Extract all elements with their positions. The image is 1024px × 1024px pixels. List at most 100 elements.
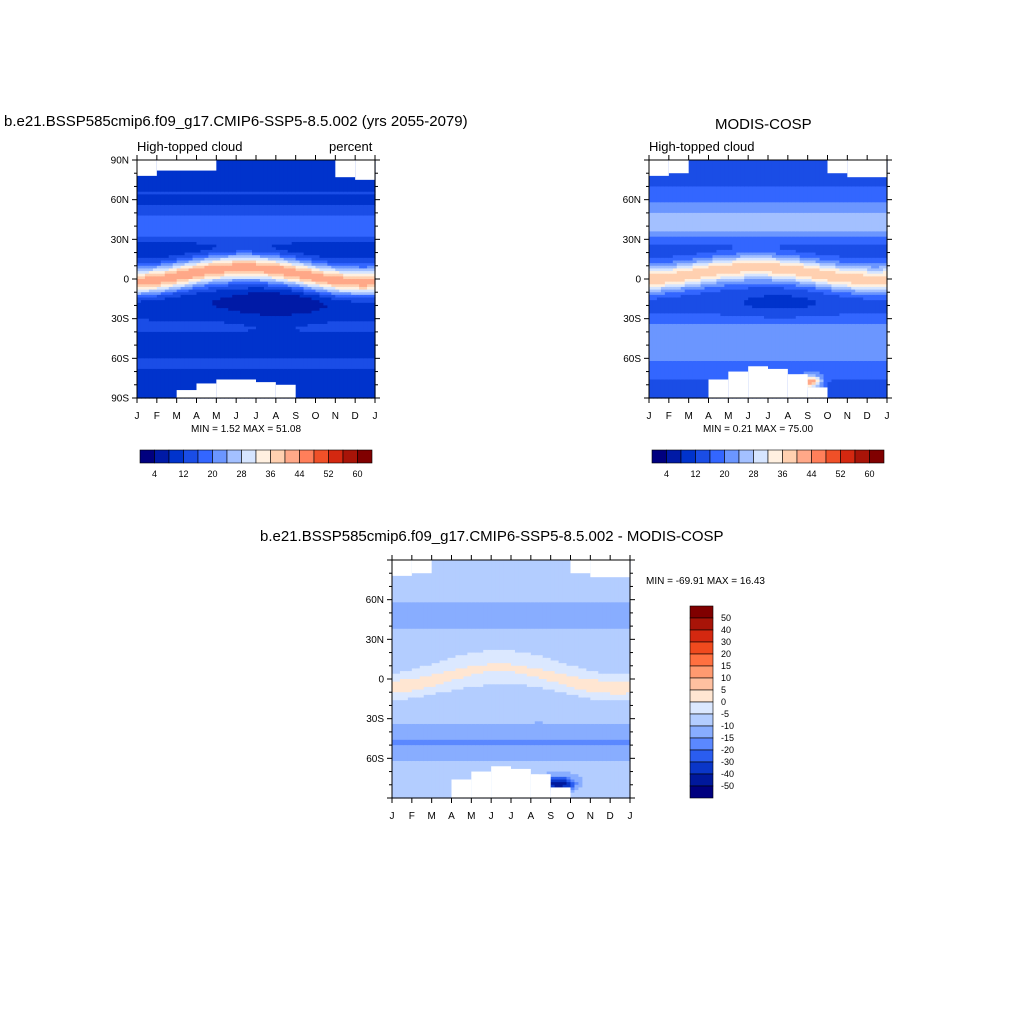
panel2-cell (660, 271, 666, 275)
panel2-cell (756, 263, 761, 272)
panel2-cell (768, 286, 773, 296)
panel2-cell (827, 231, 833, 238)
panel2-cell (716, 236, 721, 246)
panel2-cell (680, 186, 686, 203)
panel1-cell (355, 297, 360, 304)
panel2-cell (819, 231, 825, 238)
panel1-cell (283, 191, 289, 195)
panel2-cell (732, 260, 737, 264)
panel1-cell (339, 204, 344, 217)
panel3-cell (518, 652, 524, 667)
panel3-cell (427, 739, 433, 746)
panel1-cell (343, 358, 348, 370)
panel2-xtick-label: F (666, 411, 672, 422)
panel3-cell (558, 745, 564, 762)
panel2-cell (815, 360, 821, 373)
panel2-cell (855, 360, 860, 381)
panel3-cell (411, 760, 417, 799)
panel3-cell (518, 739, 524, 746)
panel1-cell (137, 284, 142, 288)
panel3-cell (578, 787, 583, 799)
panel1-cell (351, 194, 356, 206)
panel2-cell (819, 212, 825, 232)
panel2-cell (883, 212, 888, 232)
panel1-cell (228, 358, 233, 370)
panel1-cell (192, 279, 198, 283)
panel1-cell (172, 273, 178, 283)
panel3-cell (419, 665, 425, 677)
panel1-cell (192, 268, 198, 277)
panel3-cell (578, 760, 583, 778)
panel3-cell (602, 602, 607, 630)
panel1-cell (279, 316, 285, 359)
panel1-cell (252, 358, 257, 370)
panel3-cell (570, 628, 576, 667)
panel3-cell (586, 560, 591, 603)
panel1-cell (164, 294, 170, 299)
panel3-cell (518, 628, 524, 654)
panel2-cell (652, 212, 658, 232)
panel1-cell (371, 368, 376, 399)
panel2-cell (835, 268, 840, 275)
panel2-cell (847, 292, 852, 299)
panel1-cell (323, 160, 328, 193)
panel1-cell (184, 358, 190, 370)
panel2-cell (847, 202, 852, 214)
panel2-cell (839, 313, 844, 325)
panel1-cell (228, 284, 233, 291)
panel2-cell (815, 236, 821, 246)
panel3-cell (582, 668, 587, 680)
panel2-cell (811, 257, 817, 262)
panel1-cell (299, 326, 305, 333)
panel1-cell (200, 215, 206, 238)
panel3-cell (407, 745, 413, 762)
panel1-cell (359, 257, 364, 264)
panel1-cell (295, 358, 301, 370)
panel1-cell (275, 236, 281, 246)
panel2-cell (764, 284, 769, 288)
panel1-cell (335, 241, 340, 259)
panel2-cell (708, 284, 714, 288)
panel3-cell (590, 760, 595, 799)
panel1-cell (248, 236, 253, 251)
panel3-cell (614, 700, 619, 725)
panel1-cell (371, 279, 376, 285)
panel1-cell (172, 286, 178, 291)
panel1-missing-region (355, 160, 375, 180)
panel2-cell (764, 323, 769, 362)
panel1-cell (295, 204, 301, 217)
panel2-cell (811, 305, 817, 317)
panel1-cell (256, 260, 261, 264)
panel1-cell (351, 271, 356, 275)
panel1-cell (208, 265, 213, 275)
panel1-cell (323, 284, 328, 288)
panel1-cell (303, 297, 309, 314)
panel3-cell (558, 628, 564, 664)
panel1-cell (148, 294, 154, 299)
panel2-cell (871, 300, 876, 314)
panel1-cell (252, 252, 257, 256)
panel2-cell (736, 263, 741, 275)
panel1-cell (259, 215, 265, 238)
panel2-cell (883, 300, 888, 314)
panel3-cell (590, 692, 595, 701)
panel1-cell (331, 236, 336, 243)
panel2-cell (736, 202, 741, 214)
panel2-cell (807, 379, 813, 386)
panel3-cell (487, 671, 492, 685)
panel2-cell (680, 292, 686, 296)
panel1-cell (184, 194, 190, 206)
panel2-cell (764, 160, 769, 188)
panel1-cell (335, 368, 340, 399)
panel2-cell (684, 255, 690, 262)
panel1-cell (148, 215, 154, 238)
panel2-cell (831, 160, 837, 188)
panel2-cell (720, 244, 725, 251)
panel1-cell (331, 300, 336, 322)
panel1-cell (347, 194, 352, 206)
panel1-cell (176, 263, 182, 267)
panel1-cell (164, 241, 170, 259)
panel2-cell (696, 268, 702, 280)
panel2-cell (867, 273, 872, 277)
panel1-cell (327, 265, 332, 270)
